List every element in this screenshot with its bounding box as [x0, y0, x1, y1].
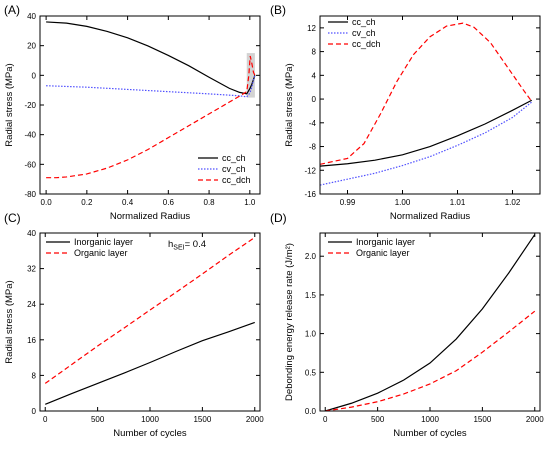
y-tick-label: 16: [27, 336, 36, 345]
y-tick-label: -16: [304, 190, 316, 199]
y-tick-label: 20: [27, 42, 36, 51]
panel-label: (B): [270, 3, 286, 17]
y-tick-label: 4: [312, 71, 317, 80]
legend-label: cc_ch: [222, 153, 246, 163]
x-tick-label: 0: [323, 415, 328, 424]
y-tick-label: 0.0: [305, 407, 317, 416]
y-tick-label: 40: [27, 229, 36, 238]
y-axis-label: Radial stress (MPa): [4, 280, 15, 363]
series-line-inorganic-layer: [45, 321, 255, 405]
y-tick-label: -8: [309, 143, 317, 152]
y-tick-label: -60: [24, 160, 36, 169]
x-axis-label: Normalized Radius: [390, 211, 471, 222]
legend-label: cc_dch: [222, 175, 251, 185]
y-tick-label: 8: [32, 371, 37, 380]
y-tick-label: 0: [32, 407, 37, 416]
y-tick-label: 1.0: [305, 330, 317, 339]
x-axis-label: Normalized Radius: [110, 211, 191, 222]
x-tick-label: 1.00: [395, 198, 411, 207]
x-axis-label: Number of cycles: [113, 428, 187, 439]
x-tick-label: 2000: [526, 415, 544, 424]
annotation-h-sei: hSEI= 0.4: [168, 239, 206, 252]
y-tick-label: -80: [24, 190, 36, 199]
y-tick-label: 40: [27, 12, 36, 21]
series-line-cc-ch: [320, 99, 533, 167]
y-tick-label: -12: [304, 166, 316, 175]
series-line-cc-dch: [320, 22, 533, 165]
x-tick-label: 500: [371, 415, 385, 424]
highlight-region: [246, 53, 255, 98]
x-tick-label: 1.02: [505, 198, 521, 207]
legend-label: cc_ch: [352, 17, 376, 27]
series-line-organic-layer: [44, 236, 256, 384]
x-tick-label: 0.4: [122, 198, 134, 207]
x-tick-label: 1500: [473, 415, 491, 424]
x-tick-label: 1.01: [450, 198, 466, 207]
y-tick-label: 12: [307, 24, 316, 33]
x-tick-label: 1500: [193, 415, 211, 424]
y-tick-label: 0: [312, 95, 317, 104]
y-tick-label: 0.5: [305, 368, 317, 377]
y-tick-label: 32: [27, 265, 36, 274]
y-axis-label: Radial stress (MPa): [4, 63, 15, 146]
x-tick-label: 0.6: [163, 198, 175, 207]
y-axis-label: Debonding energy release rate (J/m²): [284, 243, 295, 401]
x-axis-label: Number of cycles: [393, 428, 467, 439]
panel-b: (B) 0.99 1.00 1.01 1.02 -16 -12 -8 -4 0 4 8 12 Normal…: [270, 3, 541, 222]
y-axis-label: Radial stress (MPa): [284, 63, 295, 146]
x-tick-label: 0.8: [204, 198, 216, 207]
legend-label: Organic layer: [356, 248, 410, 258]
x-tick-label: 1.0: [244, 198, 256, 207]
legend-label: Inorganic layer: [356, 237, 415, 247]
x-tick-label: 0.99: [340, 198, 356, 207]
x-tick-label: 2000: [246, 415, 264, 424]
x-tick-label: 0: [43, 415, 48, 424]
y-tick-label: 2.0: [305, 252, 317, 261]
y-tick-label: 24: [27, 300, 36, 309]
series-line-cc-ch: [46, 21, 256, 95]
series-line-cc-dch: [46, 55, 256, 179]
x-tick-label: 1000: [421, 415, 439, 424]
y-tick-label: 1.5: [305, 291, 317, 300]
panel-d: (D) 0 500 1000 1500 2000 0.0 0.5 1.0 1.5 2.0 Number…: [270, 211, 544, 439]
series-line-inorganic-layer: [325, 234, 536, 411]
panel-label: (A): [4, 3, 20, 17]
panel-label: (C): [4, 211, 21, 225]
legend-label: cv_ch: [352, 28, 376, 38]
x-tick-label: 500: [91, 415, 105, 424]
x-tick-label: 0.0: [41, 198, 53, 207]
y-tick-label: 0: [32, 71, 37, 80]
x-tick-label: 1000: [141, 415, 159, 424]
series-line-cv-ch: [320, 101, 533, 186]
y-tick-label: 8: [312, 48, 317, 57]
plot-frame: [319, 15, 541, 195]
y-tick-label: -4: [309, 119, 317, 128]
legend-label: Inorganic layer: [74, 237, 133, 247]
legend-label: cv_ch: [222, 164, 246, 174]
y-tick-label: -40: [24, 131, 36, 140]
panel-label: (D): [270, 211, 287, 225]
series-line-cv-ch: [46, 75, 256, 98]
series-line-organic-layer: [325, 310, 536, 411]
legend-label: cc_dch: [352, 39, 381, 49]
panel-c: (C) 0 500 1000 1500 2000 0 8 16 24 32 40 Number of c…: [4, 211, 264, 439]
plot-frame: [39, 232, 261, 412]
x-tick-label: 0.2: [81, 198, 93, 207]
panel-a: (A) 0.0 0.2 0.4 0.6 0.8 1.0 -80 -60 -40 -20 0 20 40 No…: [4, 3, 261, 222]
legend-label: Organic layer: [74, 248, 128, 258]
y-tick-label: -20: [24, 101, 36, 110]
